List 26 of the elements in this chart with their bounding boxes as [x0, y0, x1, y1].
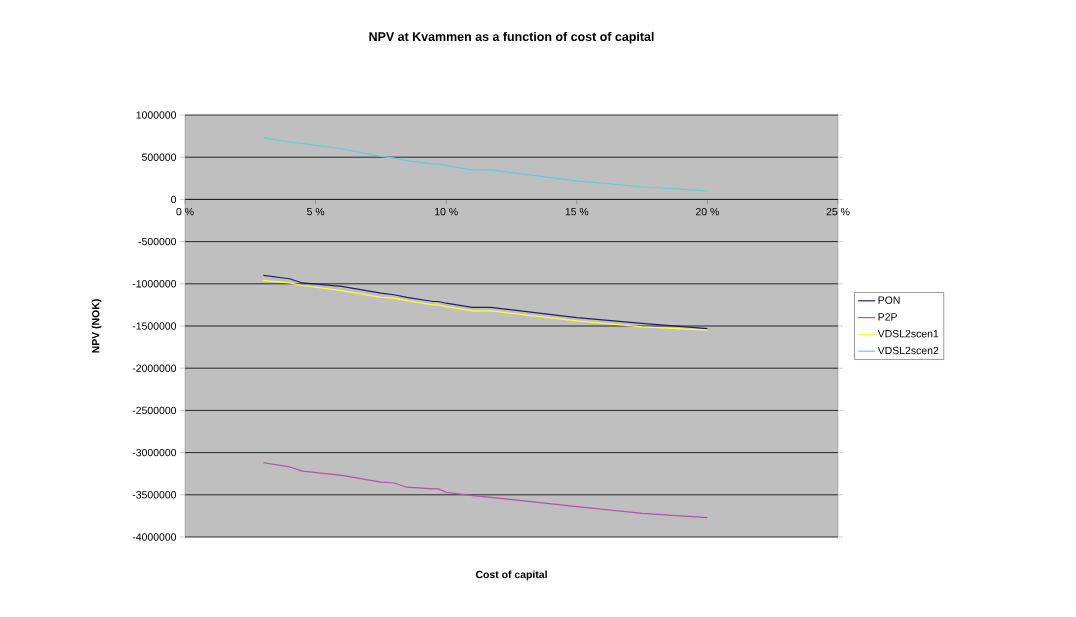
y-tick-label: -4000000 — [132, 533, 177, 541]
legend-label: VDSL2scen1 — [877, 330, 939, 338]
y-tick-label: -1000000 — [132, 280, 177, 288]
y-tick-label: -2500000 — [132, 406, 177, 415]
x-tick-label: 15 % — [565, 207, 589, 216]
y-tick-label: -3500000 — [132, 491, 177, 499]
x-tick-label: 10 % — [435, 207, 458, 216]
y-tick-label: -2000000 — [132, 364, 177, 372]
x-tick-label: 5 % — [307, 207, 325, 216]
y-tick-label: 0 — [171, 195, 177, 204]
x-axis-title: Cost of capital — [475, 570, 547, 581]
y-tick-label: 500000 — [141, 153, 177, 161]
y-axis-title: NPV (NOK) — [91, 299, 102, 353]
line-series — [262, 137, 709, 192]
x-tick-label: 0 % — [176, 207, 194, 216]
y-tick-label: -3000000 — [132, 448, 177, 457]
x-tick-label: 25 % — [826, 207, 850, 216]
line-series — [262, 462, 709, 519]
y-tick-label: -1500000 — [132, 322, 177, 330]
legend-label: PON — [878, 296, 900, 304]
y-tick-label: -500000 — [138, 237, 177, 246]
legend-label: P2P — [878, 313, 897, 321]
y-tick-label: 1000000 — [136, 111, 177, 119]
chart-title: NPV at Kvammen as a function of cost of capital — [369, 31, 654, 44]
x-tick-label: 20 % — [696, 207, 719, 216]
legend-label: VDSL2scen2 — [877, 346, 939, 355]
